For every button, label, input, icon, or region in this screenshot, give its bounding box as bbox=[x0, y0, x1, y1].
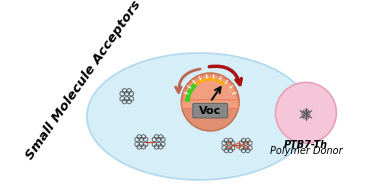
Ellipse shape bbox=[87, 53, 312, 180]
FancyBboxPatch shape bbox=[193, 103, 227, 118]
Text: Polymer Donor: Polymer Donor bbox=[270, 146, 342, 156]
FancyBboxPatch shape bbox=[182, 100, 239, 108]
Circle shape bbox=[275, 82, 336, 143]
Text: PTB7-Th: PTB7-Th bbox=[284, 140, 328, 150]
Text: Small Molecule Acceptors: Small Molecule Acceptors bbox=[23, 0, 143, 162]
Wedge shape bbox=[183, 74, 238, 102]
Text: Voc: Voc bbox=[199, 106, 221, 116]
Circle shape bbox=[181, 73, 239, 131]
